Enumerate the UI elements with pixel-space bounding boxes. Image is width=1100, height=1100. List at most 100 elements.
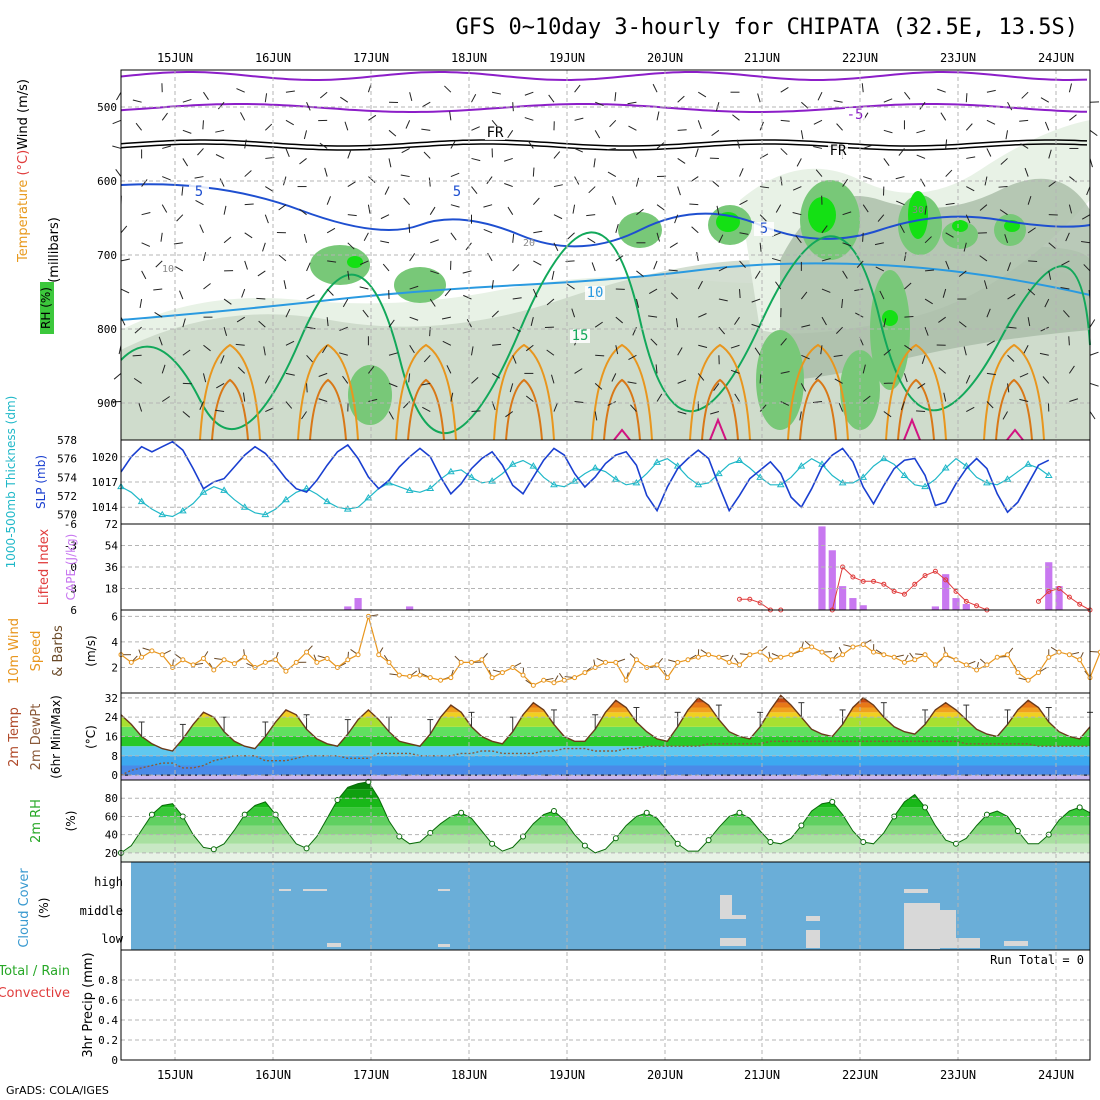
- wind-barb: [120, 316, 126, 326]
- slp-thickness-panel: [117, 440, 1053, 518]
- wind-barb: [760, 186, 770, 189]
- wind-barb: [120, 288, 130, 294]
- lifted-marker: [974, 603, 980, 609]
- cape-bar: [952, 598, 960, 610]
- wind-barb: [258, 320, 266, 328]
- wind-barb: [945, 139, 948, 149]
- wind-barb: [730, 369, 740, 374]
- thickness-marker: [446, 467, 455, 475]
- wind-barb: [1007, 326, 1017, 329]
- temp-tick: 32: [105, 692, 118, 705]
- wind-barb: [217, 101, 225, 110]
- wind-barb: [505, 411, 514, 418]
- wind-barb: [199, 401, 204, 410]
- contour-freezing-double: [120, 143, 1088, 151]
- wind-barb: [409, 316, 419, 321]
- cloud-block: [327, 943, 341, 947]
- wind-barb: [718, 266, 728, 272]
- wind-barb: [134, 326, 142, 334]
- lifted-line: [1038, 587, 1091, 611]
- wind-barb: [265, 186, 274, 192]
- cloud-tick: middle: [80, 904, 123, 918]
- wind-marker: [376, 652, 382, 658]
- wind-barb: [223, 205, 227, 215]
- wind-barb: [815, 169, 823, 177]
- wind-barb: [1062, 310, 1070, 318]
- wind-barb: [1086, 186, 1091, 196]
- thickness-marker: [694, 480, 703, 488]
- cloud-unit-label: (%): [37, 898, 51, 919]
- wind-barb: [223, 327, 228, 336]
- wind-barb: [937, 88, 946, 93]
- rh-marker: [334, 797, 341, 804]
- precip-convective-label: Convective: [0, 986, 70, 1001]
- minmax-label: (6hr Min/Max): [49, 695, 63, 779]
- rh2m-label: 2m RH: [29, 799, 44, 843]
- footer-credit: GrADS: COLA/IGES: [6, 1084, 109, 1097]
- wind-barb: [422, 406, 431, 412]
- wind-barb: [938, 316, 946, 323]
- wind-barb: [409, 92, 413, 102]
- wind-barb: [1021, 91, 1029, 99]
- wind-barb: [306, 101, 311, 111]
- wind-barb: [713, 383, 720, 391]
- wind-barb: [1069, 398, 1079, 402]
- cape-bar: [962, 604, 970, 610]
- wind-barb: [904, 316, 914, 318]
- wind-barb: [775, 281, 782, 290]
- wind-barb: [216, 382, 225, 389]
- wind-barb: [903, 373, 908, 383]
- wind-barb: [800, 383, 807, 392]
- date-label-top: 15JUN: [157, 51, 193, 65]
- wind-barb: [550, 374, 555, 384]
- contour-plus20: [591, 343, 653, 441]
- frame-precip: [120, 949, 1091, 1061]
- contour-plus25: [603, 378, 641, 441]
- wind-barb: [695, 148, 699, 158]
- wind-barb: [199, 224, 204, 234]
- wind-barb: [318, 398, 328, 402]
- wind-marker: [737, 662, 743, 668]
- tick-label: 600: [97, 175, 117, 188]
- wind-barb: [278, 254, 287, 262]
- cloud-block: [732, 915, 746, 919]
- wind-barb: [924, 205, 927, 215]
- thickness-marker: [550, 480, 558, 488]
- wind-barb: [471, 126, 480, 131]
- wind-marker: [654, 662, 660, 668]
- wind-barb: [904, 282, 912, 290]
- wind-barb: [533, 260, 542, 266]
- wind-barb: [450, 204, 460, 208]
- wind-barb: [938, 367, 947, 374]
- wind-barb: [698, 344, 708, 348]
- wind-barb: [841, 298, 844, 309]
- wind-barb: [669, 242, 678, 248]
- wind-barb: [507, 130, 514, 139]
- wind-barb: [527, 140, 534, 149]
- wind-barb: [492, 91, 502, 95]
- wind-barb: [285, 148, 290, 157]
- wind-barb: [382, 263, 390, 272]
- wind-barb: [182, 349, 191, 356]
- wind-barb: [739, 289, 741, 299]
- wind-marker: [541, 677, 547, 683]
- wind-barb: [139, 298, 143, 308]
- wind-barb: [572, 204, 576, 214]
- slp-tick: 1014: [92, 501, 119, 514]
- wind-barb: [736, 139, 740, 149]
- thickness-marker: [1024, 460, 1033, 467]
- cloud-block: [806, 916, 820, 921]
- temp-band: [121, 712, 1090, 718]
- wind-barb: [509, 383, 514, 393]
- wind-barb: [362, 309, 369, 318]
- wind-barb: [628, 354, 637, 360]
- wind-barb: [999, 209, 1008, 216]
- wind-barb: [263, 346, 266, 356]
- wind-barb: [614, 92, 617, 102]
- rh-marker: [148, 811, 155, 818]
- wind-marker: [1077, 657, 1083, 663]
- cloud-block: [904, 889, 928, 893]
- wind-barb: [237, 366, 246, 374]
- wind-barb: [677, 158, 686, 164]
- label-bg: [845, 108, 865, 122]
